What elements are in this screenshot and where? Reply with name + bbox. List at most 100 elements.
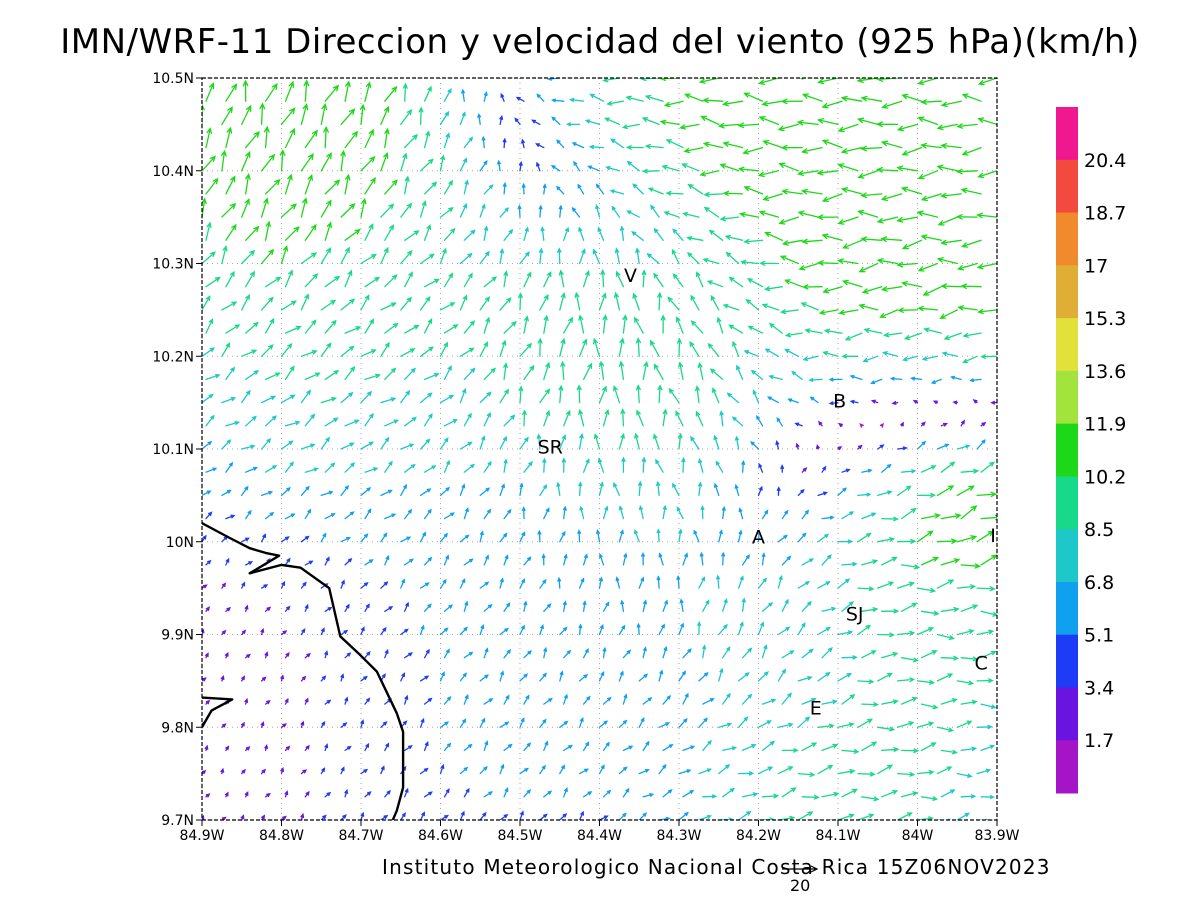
wind-vector <box>803 148 823 154</box>
wind-vector <box>365 652 370 658</box>
wind-vector <box>798 534 805 542</box>
wind-vector <box>819 119 839 125</box>
wind-vector <box>685 148 703 153</box>
wind-vector <box>622 458 625 472</box>
wind-vector <box>222 151 226 171</box>
wind-vector <box>922 144 942 148</box>
wind-vector <box>822 608 835 612</box>
wind-vector <box>321 629 324 635</box>
wind-vector <box>385 225 393 240</box>
wind-vector <box>872 379 882 383</box>
wind-vector <box>688 237 703 241</box>
wind-vector <box>663 647 667 657</box>
wind-vector <box>560 339 565 356</box>
wind-vector <box>818 582 829 588</box>
wind-vector <box>246 562 252 565</box>
wind-vector <box>226 177 235 194</box>
wind-vector <box>882 558 897 565</box>
wind-vector <box>580 675 587 681</box>
wind-vector <box>699 459 703 472</box>
wind-vector <box>504 788 508 796</box>
wind-vector <box>282 724 286 727</box>
wind-vector <box>305 468 317 472</box>
wind-vector <box>778 670 785 681</box>
wind-vector <box>763 742 774 751</box>
wind-vector <box>720 74 739 78</box>
wind-vector <box>699 816 711 820</box>
wind-vector <box>305 654 310 658</box>
wind-vector <box>780 71 799 78</box>
wind-vector <box>405 369 415 380</box>
wind-vector <box>564 411 570 426</box>
wind-vector <box>584 743 589 751</box>
wind-vector <box>403 84 407 101</box>
wind-vector <box>942 240 962 244</box>
wind-vector <box>882 517 898 521</box>
wind-vector <box>385 87 397 101</box>
wind-vector <box>862 560 877 565</box>
wind-vector <box>683 694 688 704</box>
wind-vector <box>206 179 218 194</box>
wind-vector <box>345 653 350 658</box>
wind-vector <box>464 414 471 426</box>
wind-vector <box>843 355 858 358</box>
wind-vector <box>902 187 921 194</box>
wind-vector <box>305 510 310 519</box>
wind-vector <box>282 344 292 356</box>
wind-vector <box>612 207 619 217</box>
wind-vector <box>445 650 450 658</box>
wind-vector <box>964 356 978 362</box>
wind-vector <box>663 410 667 426</box>
wind-vector <box>673 484 679 496</box>
wind-vector <box>325 558 329 565</box>
wind-vector <box>981 745 994 750</box>
wind-vector <box>242 199 250 217</box>
wind-vector <box>759 487 763 495</box>
wind-vector <box>325 463 334 472</box>
wind-vector <box>462 90 465 101</box>
colorbar-bin <box>1056 582 1078 635</box>
wind-vector <box>615 293 620 310</box>
wind-vector <box>862 797 878 801</box>
wind-vector <box>997 540 1015 544</box>
wind-vector <box>864 356 878 361</box>
wind-vector <box>484 413 490 426</box>
wind-vector <box>882 748 898 752</box>
wind-vector <box>759 579 767 588</box>
wind-vector <box>540 674 546 681</box>
wind-vector <box>604 698 611 704</box>
wind-vector <box>441 208 453 217</box>
wind-vector <box>608 101 624 105</box>
wind-vector <box>421 533 426 542</box>
wind-vector <box>840 310 858 315</box>
wind-vector <box>385 275 397 287</box>
wind-vector <box>425 605 431 612</box>
wind-vector <box>544 699 552 704</box>
wind-vector <box>321 676 325 681</box>
wind-vector <box>798 582 809 588</box>
wind-vector <box>266 319 274 333</box>
wind-vector <box>243 81 248 101</box>
wind-vector <box>611 139 623 147</box>
wind-vector <box>918 211 937 217</box>
wind-vector <box>495 73 500 78</box>
wind-vector <box>898 773 914 777</box>
wind-vector <box>677 577 680 589</box>
wind-vector <box>659 671 662 681</box>
wind-vector <box>517 98 524 102</box>
wind-vector <box>838 579 849 588</box>
wind-vector <box>902 509 916 519</box>
wind-vector <box>341 443 353 449</box>
wind-vector <box>286 326 301 333</box>
wind-vector <box>365 320 373 334</box>
wind-vector <box>381 248 388 263</box>
wind-vector <box>460 442 471 449</box>
wind-vector <box>242 583 245 588</box>
wind-vector <box>301 629 304 634</box>
wind-vector <box>564 746 572 751</box>
wind-vector <box>803 94 822 101</box>
wind-vector <box>694 531 699 542</box>
wind-vector <box>941 310 958 318</box>
wind-vector <box>464 509 468 519</box>
wind-vector <box>941 699 956 704</box>
